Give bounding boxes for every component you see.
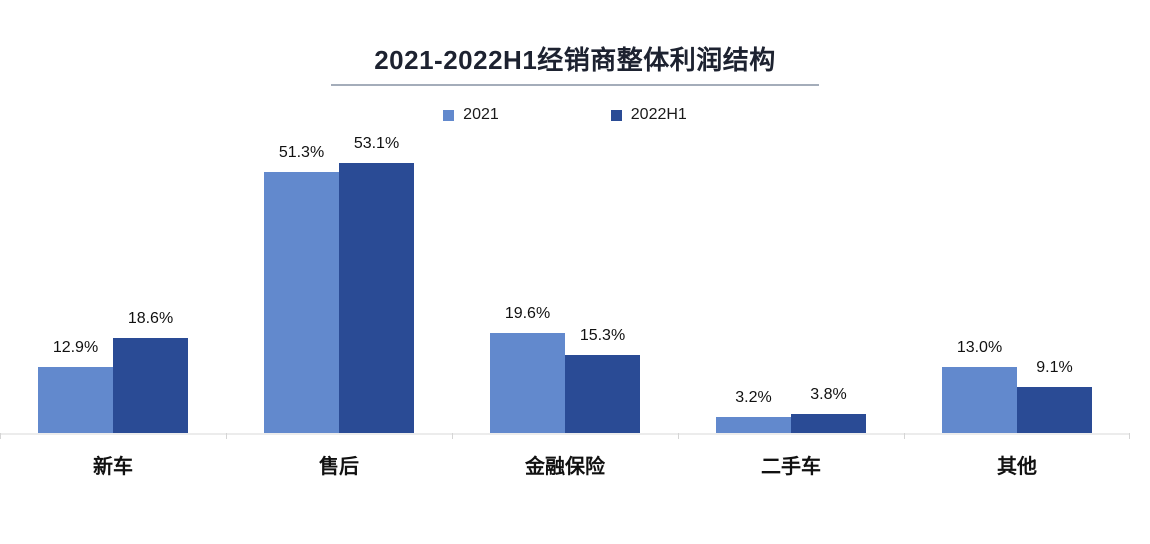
axis-tick xyxy=(226,433,227,439)
bar-2021-新车: 12.9% xyxy=(38,339,113,433)
legend-swatch-2022H1 xyxy=(610,109,622,121)
bar-group-售后: 51.3% 53.1% xyxy=(226,0,452,433)
legend-swatch-2021 xyxy=(443,109,455,121)
axis-tick xyxy=(0,433,1,439)
bar-value-label: 51.3% xyxy=(278,144,325,161)
plot-area: 12.9% 18.6% 51.3% 53.1% 19.6% 15.3% 3.2% 3.8% 13… xyxy=(0,0,1130,433)
category-label-其他: 其他 xyxy=(997,456,1037,478)
axis-tick xyxy=(678,433,679,439)
legend: 2021 2022H1 xyxy=(0,106,1130,124)
legend-item-2021: 2021 xyxy=(443,106,499,124)
bar-2022H1-售后: 53.1% xyxy=(339,135,414,433)
bar-2021-二手车: 3.2% xyxy=(716,389,791,433)
bar-value-label: 3.2% xyxy=(735,389,772,406)
bar-group-新车: 12.9% 18.6% xyxy=(0,0,226,433)
bar-value-label: 12.9% xyxy=(52,339,99,356)
bar-2022H1-其他: 9.1% xyxy=(1017,359,1092,433)
axis-tick xyxy=(452,433,453,439)
title-underline xyxy=(331,84,819,86)
bar-2021-售后: 51.3% xyxy=(264,144,339,433)
bar-2021-其他: 13.0% xyxy=(942,339,1017,433)
bar-group-金融保险: 19.6% 15.3% xyxy=(452,0,678,433)
bar-value-label: 13.0% xyxy=(956,339,1003,356)
bar-2021-金融保险: 19.6% xyxy=(490,305,565,433)
bar-value-label: 53.1% xyxy=(353,135,400,152)
bar-group-二手车: 3.2% 3.8% xyxy=(678,0,904,433)
category-label-新车: 新车 xyxy=(93,456,133,478)
bar-2022H1-二手车: 3.8% xyxy=(791,386,866,433)
bar-2022H1-新车: 18.6% xyxy=(113,310,188,433)
category-axis: 新车 售后 金融保险 二手车 其他 xyxy=(0,450,1130,479)
category-label-售后: 售后 xyxy=(319,456,359,478)
category-label-二手车: 二手车 xyxy=(761,456,821,478)
bar-group-其他: 13.0% 9.1% xyxy=(904,0,1130,433)
chart-title: 2021-2022H1经销商整体利润结构 xyxy=(374,45,776,75)
legend-label: 2022H1 xyxy=(630,106,687,123)
legend-item-2022H1: 2022H1 xyxy=(610,106,687,124)
bar-value-label: 15.3% xyxy=(579,327,626,344)
category-label-金融保险: 金融保险 xyxy=(525,456,605,478)
axis-tick xyxy=(1129,433,1130,439)
bar-value-label: 19.6% xyxy=(504,305,551,322)
axis-tick xyxy=(904,433,905,439)
legend-label: 2021 xyxy=(463,106,499,123)
bar-value-label: 9.1% xyxy=(1036,359,1073,376)
bar-value-label: 3.8% xyxy=(810,386,847,403)
bar-value-label: 18.6% xyxy=(127,310,174,327)
bar-2022H1-金融保险: 15.3% xyxy=(565,327,640,433)
x-axis-line xyxy=(0,433,1130,435)
